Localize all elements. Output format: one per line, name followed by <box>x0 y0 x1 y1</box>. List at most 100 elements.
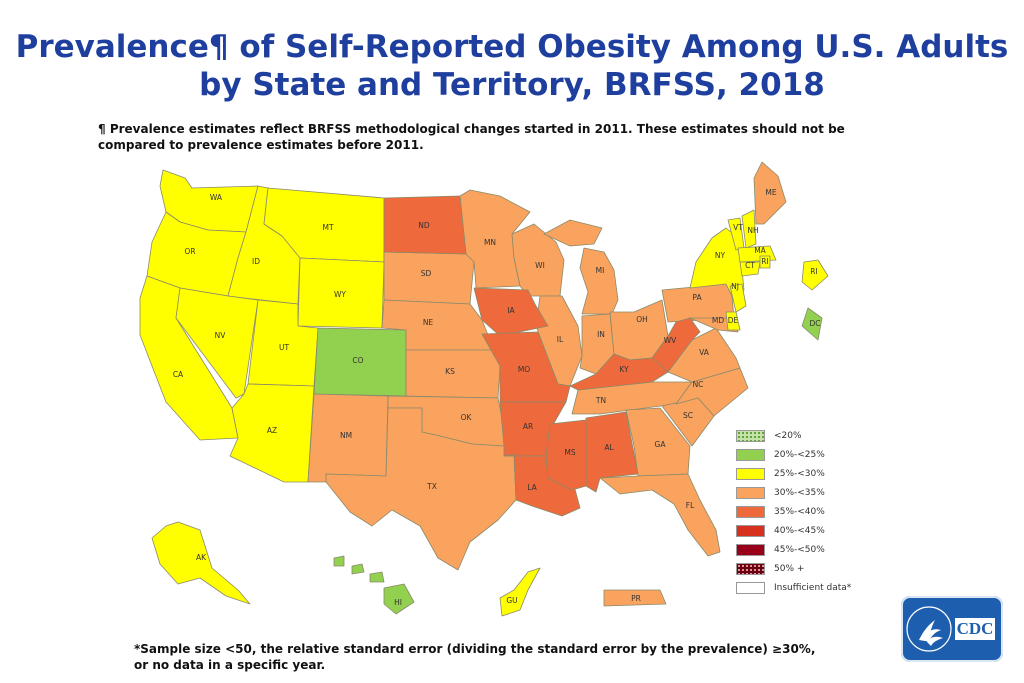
state-ak[interactable] <box>151 521 251 605</box>
sample-size-note: *Sample size <50, the relative standard … <box>134 641 894 673</box>
state-md[interactable] <box>689 317 739 333</box>
label-tn: TN <box>595 396 606 405</box>
title-line-2: by State and Territory, BRFSS, 2018 <box>199 67 825 103</box>
label-nd: ND <box>418 221 430 230</box>
state-de[interactable] <box>725 311 741 331</box>
state-ri[interactable] <box>759 255 771 269</box>
label-sc: SC <box>683 411 693 420</box>
legend-label: 25%-<30% <box>774 469 825 479</box>
state-ks[interactable] <box>405 349 501 399</box>
state-nj[interactable] <box>729 283 747 313</box>
state-mi-upper[interactable] <box>543 219 603 247</box>
territory-gu[interactable] <box>499 567 541 617</box>
state-pr[interactable] <box>603 589 667 607</box>
state-hi-kauai[interactable] <box>333 555 345 567</box>
state-nd[interactable] <box>383 195 467 255</box>
legend-swatch <box>736 563 765 575</box>
legend-swatch <box>736 487 765 499</box>
title-line-1: Prevalence¶ of Self-Reported Obesity Amo… <box>15 29 1009 65</box>
state-ia[interactable] <box>473 287 549 337</box>
sample-note-line-2: or no data in a specific year. <box>134 658 326 672</box>
label-in: IN <box>597 330 605 339</box>
label-ut: UT <box>279 343 289 352</box>
label-ne: NE <box>423 318 434 327</box>
label-oh: OH <box>636 315 648 324</box>
label-ok: OK <box>461 413 473 422</box>
sample-note-line-1: *Sample size <50, the relative standard … <box>134 642 816 656</box>
label-sd: SD <box>421 269 432 278</box>
label-nj: NJ <box>731 282 739 291</box>
legend-label: 45%-<50% <box>774 545 825 555</box>
state-hi-oahu[interactable] <box>351 563 365 575</box>
label-ar: AR <box>523 422 533 431</box>
legend-label: 30%-<35% <box>774 488 825 498</box>
label-hi: HI <box>394 598 402 607</box>
label-ks: KS <box>445 367 455 376</box>
legend-swatch <box>736 582 765 594</box>
legend-swatch <box>736 430 765 442</box>
state-mi[interactable] <box>579 247 619 315</box>
label-co: CO <box>352 356 363 365</box>
label-wa: WA <box>210 193 223 202</box>
label-ny: NY <box>715 251 726 260</box>
legend-swatch <box>736 525 765 537</box>
label-me: ME <box>765 188 776 197</box>
state-fl[interactable] <box>599 473 721 557</box>
label-pr: PR <box>631 594 641 603</box>
state-nh[interactable] <box>741 209 757 249</box>
state-sd[interactable] <box>383 251 475 305</box>
label-wy: WY <box>334 290 346 299</box>
state-al[interactable] <box>585 411 639 493</box>
state-ct[interactable] <box>739 261 761 277</box>
state-ny[interactable] <box>689 227 745 297</box>
label-ak: AK <box>196 553 207 562</box>
label-de: DE <box>728 316 739 325</box>
label-gu: GU <box>506 596 517 605</box>
legend-label: 50% + <box>774 564 805 574</box>
label-ms: MS <box>564 448 575 457</box>
methodology-footnote: ¶ Prevalence estimates reflect BRFSS met… <box>98 121 898 153</box>
footnote-line-2: compared to prevalence estimates before … <box>98 138 424 152</box>
label-va: VA <box>699 348 710 357</box>
label-la: LA <box>527 483 537 492</box>
state-hi[interactable] <box>383 583 415 615</box>
label-md: MD <box>712 316 724 325</box>
label-dc: DC <box>809 319 820 328</box>
label-ri: RI <box>761 257 768 266</box>
state-wv[interactable] <box>651 317 701 373</box>
label-wv: WV <box>664 336 677 345</box>
district-dc[interactable] <box>801 307 823 341</box>
legend-label: 20%-<25% <box>774 450 825 460</box>
legend-swatch <box>736 468 765 480</box>
label-fl: FL <box>686 501 695 510</box>
label-mn: MN <box>484 238 496 247</box>
label-ca: CA <box>173 370 184 379</box>
label-nc: NC <box>693 380 704 389</box>
label-ct: CT <box>745 261 755 270</box>
label-ia: IA <box>507 306 515 315</box>
label-mo: MO <box>518 365 530 374</box>
state-me[interactable] <box>753 161 787 225</box>
label-nh: NH <box>747 226 758 235</box>
legend-swatch <box>736 544 765 556</box>
cdc-logo: CDC <box>901 596 1003 662</box>
label-mi: MI <box>596 266 605 275</box>
state-tx[interactable] <box>325 407 517 571</box>
state-hi-maui[interactable] <box>369 571 385 583</box>
label-mt: MT <box>322 223 333 232</box>
label-id: ID <box>252 257 260 266</box>
label-nm: NM <box>340 431 352 440</box>
label-ga: GA <box>655 440 667 449</box>
label-ma: MA <box>754 246 766 255</box>
legend-label: 35%-<40% <box>774 507 825 517</box>
legend-label: <20% <box>774 431 802 441</box>
label-pa: PA <box>692 293 702 302</box>
label-or: OR <box>184 247 195 256</box>
cdc-wordmark: CDC <box>955 618 995 640</box>
hhs-eagle-icon <box>906 606 952 652</box>
label-az: AZ <box>267 426 277 435</box>
legend-label: 40%-<45% <box>774 526 825 536</box>
legend-swatch <box>736 506 765 518</box>
state-ri-inset[interactable] <box>801 259 829 291</box>
footnote-line-1: ¶ Prevalence estimates reflect BRFSS met… <box>98 122 845 136</box>
